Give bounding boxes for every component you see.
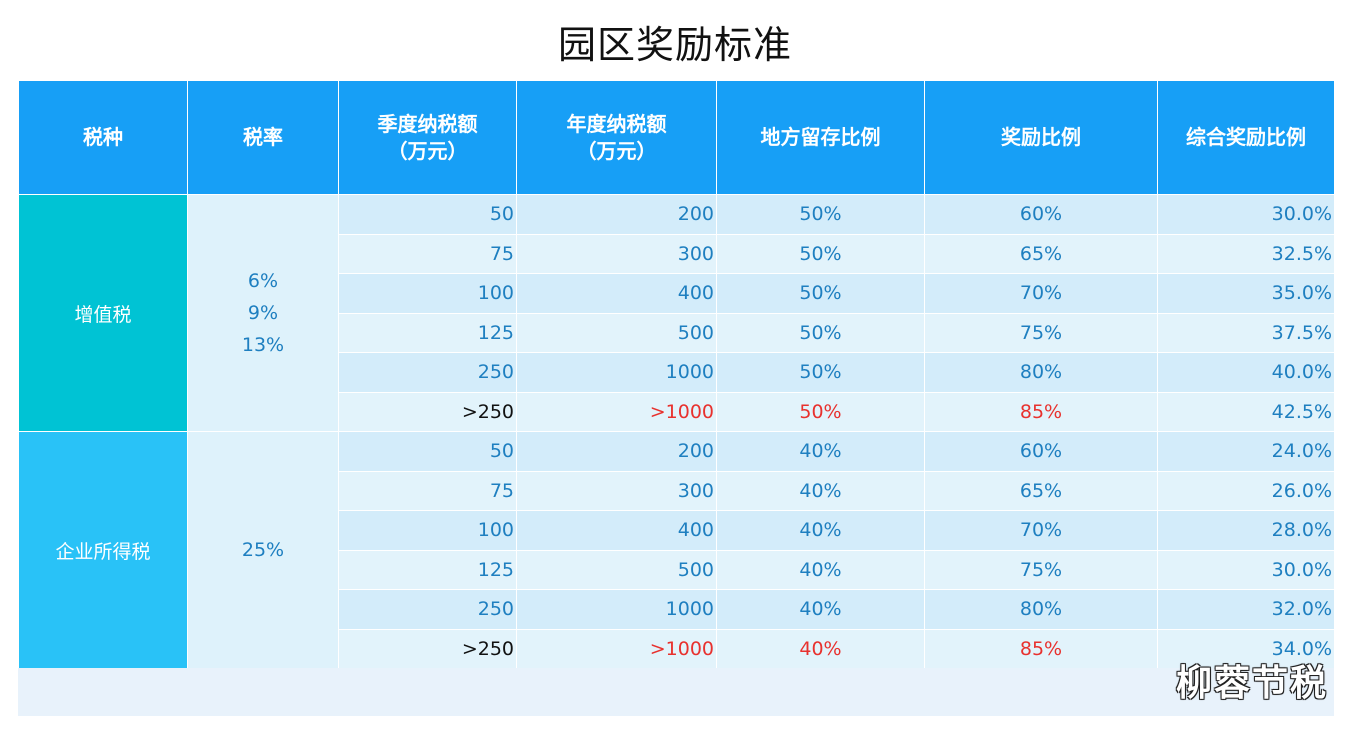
reward-ratio-cell: 85% — [924, 391, 1158, 432]
quarterly-tax-cell: 50 — [338, 194, 517, 235]
reward-ratio-cell: 70% — [924, 510, 1158, 551]
quarterly-tax-cell: 125 — [338, 312, 517, 353]
reward-ratio-cell: 75% — [924, 312, 1158, 353]
table-row: 企业所得税 25% 50 200 40% 60% 24.0% — [18, 431, 1335, 669]
quarterly-tax-cell: 100 — [338, 510, 517, 551]
local-retention-cell: 40% — [716, 549, 925, 590]
header-tax-rate: 税率 — [187, 80, 339, 195]
quarterly-tax-cell: 75 — [338, 470, 517, 511]
reward-ratio-cell: 80% — [924, 352, 1158, 393]
annual-tax-cell: 200 — [516, 194, 717, 235]
quarterly-tax-cell: 250 — [338, 352, 517, 393]
header-local-retention: 地方留存比例 — [716, 80, 925, 195]
total-reward-cell: 32.0% — [1157, 589, 1335, 630]
page-title: 园区奖励标准 — [557, 23, 792, 67]
total-reward-cell: 30.0% — [1157, 549, 1335, 590]
table-row: 250 1000 50% 80% 40.0% — [19, 352, 1335, 393]
table-row: 75 300 40% 65% 26.0% — [19, 470, 1335, 511]
total-reward-cell: 37.5% — [1157, 312, 1335, 353]
local-retention-cell: 50% — [716, 273, 925, 314]
total-reward-cell: 30.0% — [1157, 194, 1335, 235]
total-reward-cell: 40.0% — [1157, 352, 1335, 393]
local-retention-cell: 40% — [716, 589, 925, 630]
quarterly-tax-cell: 100 — [338, 273, 517, 314]
total-reward-cell: 42.5% — [1157, 391, 1335, 432]
annual-tax-cell: 400 — [516, 273, 717, 314]
table-row: >250 >1000 40% 85% 34.0% — [19, 628, 1335, 669]
local-retention-cell: 40% — [716, 470, 925, 511]
annual-tax-cell: 1000 — [516, 589, 717, 630]
quarterly-tax-cell: >250 — [338, 628, 517, 669]
quarterly-tax-cell: 250 — [338, 589, 517, 630]
reward-ratio-cell: 65% — [924, 470, 1158, 511]
tax-type-cell: 企业所得税 — [18, 431, 188, 669]
table-row: 增值税 6% 9% 13% 50 200 50% 60% 30.0% — [18, 194, 1335, 432]
quarterly-tax-cell: 50 — [338, 431, 517, 472]
watermark-logo: 柳蓉节税 — [1175, 663, 1328, 704]
tax-type-cell: 增值税 — [18, 194, 188, 432]
header-total-reward: 综合奖励比例 — [1157, 80, 1335, 195]
table-row: >250 >1000 50% 85% 42.5% — [19, 391, 1335, 432]
annual-tax-cell: 500 — [516, 549, 717, 590]
annual-tax-cell: 1000 — [516, 352, 717, 393]
reward-ratio-cell: 80% — [924, 589, 1158, 630]
tax-rate-cell: 6% 9% 13% — [187, 194, 339, 432]
annual-tax-cell: 300 — [516, 233, 717, 274]
local-retention-cell: 40% — [716, 431, 925, 472]
local-retention-cell: 50% — [716, 312, 925, 353]
reward-ratio-cell: 75% — [924, 549, 1158, 590]
quarterly-tax-cell: 125 — [338, 549, 517, 590]
table-row: 125 500 50% 75% 37.5% — [19, 312, 1335, 353]
header-annual-tax: 年度纳税额 （万元） — [516, 80, 717, 195]
reward-table: 税种 税率 季度纳税额 （万元） 年度纳税额 （万元） 地方留存比例 奖励比例 … — [18, 80, 1335, 669]
local-retention-cell: 50% — [716, 233, 925, 274]
reward-ratio-cell: 70% — [924, 273, 1158, 314]
quarterly-tax-cell: 75 — [338, 233, 517, 274]
total-reward-cell: 24.0% — [1157, 431, 1335, 472]
quarterly-tax-cell: >250 — [338, 391, 517, 432]
tax-rate-cell: 25% — [187, 431, 339, 669]
header-row: 税种 税率 季度纳税额 （万元） 年度纳税额 （万元） 地方留存比例 奖励比例 … — [18, 80, 1335, 195]
total-reward-cell: 26.0% — [1157, 470, 1335, 511]
local-retention-cell: 50% — [716, 391, 925, 432]
table-row: 100 400 40% 70% 28.0% — [19, 510, 1335, 551]
table-row: 100 400 50% 70% 35.0% — [19, 273, 1335, 314]
annual-tax-cell: 300 — [516, 470, 717, 511]
annual-tax-cell: 400 — [516, 510, 717, 551]
local-retention-cell: 40% — [716, 510, 925, 551]
reward-ratio-cell: 60% — [924, 431, 1158, 472]
local-retention-cell: 40% — [716, 628, 925, 669]
annual-tax-cell: 200 — [516, 431, 717, 472]
footer-band — [18, 668, 1334, 716]
annual-tax-cell: 500 — [516, 312, 717, 353]
table-row: 125 500 40% 75% 30.0% — [19, 549, 1335, 590]
reward-ratio-cell: 65% — [924, 233, 1158, 274]
total-reward-cell: 28.0% — [1157, 510, 1335, 551]
reward-ratio-cell: 85% — [924, 628, 1158, 669]
header-reward-ratio: 奖励比例 — [924, 80, 1158, 195]
header-tax-type: 税种 — [18, 80, 188, 195]
local-retention-cell: 50% — [716, 352, 925, 393]
total-reward-cell: 35.0% — [1157, 273, 1335, 314]
header-quarterly-tax: 季度纳税额 （万元） — [338, 80, 517, 195]
local-retention-cell: 50% — [716, 194, 925, 235]
annual-tax-cell: >1000 — [516, 391, 717, 432]
table-row: 75 300 50% 65% 32.5% — [19, 233, 1335, 274]
reward-ratio-cell: 60% — [924, 194, 1158, 235]
total-reward-cell: 32.5% — [1157, 233, 1335, 274]
annual-tax-cell: >1000 — [516, 628, 717, 669]
